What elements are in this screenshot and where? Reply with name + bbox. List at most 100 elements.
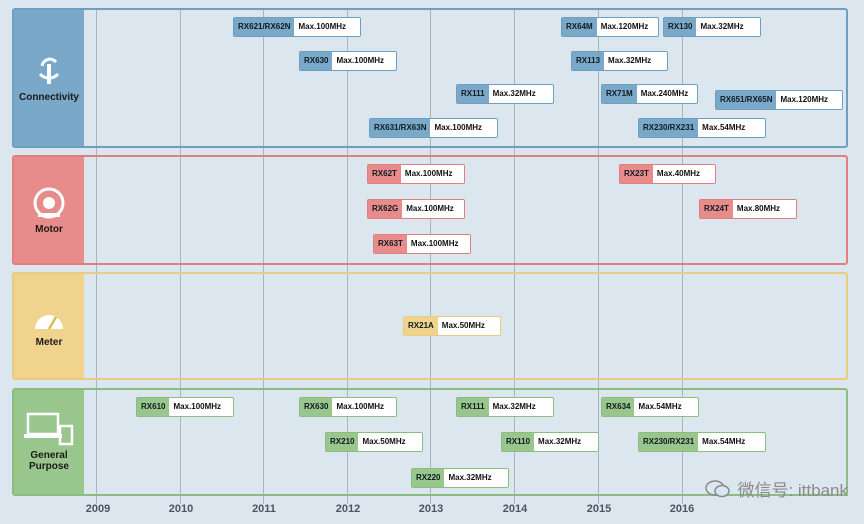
chip-name: RX113	[572, 52, 605, 70]
chip-name: RX24T	[700, 200, 733, 218]
chip-rx111: RX111 Max.32MHz	[456, 84, 554, 104]
chip-freq: Max.32MHz	[696, 18, 760, 36]
year-gridline	[96, 10, 97, 504]
year-label: 2011	[252, 503, 276, 515]
chip-name: RX111	[457, 85, 489, 103]
year-label: 2012	[335, 503, 361, 515]
chip-freq: Max.32MHz	[534, 433, 598, 451]
year-gridline	[682, 10, 683, 504]
chip-rx230-rx231: RX230/RX231 Max.54MHz	[638, 432, 766, 452]
chip-name: RX63T	[374, 235, 407, 253]
chip-rx651-rx65n: RX651/RX65N Max.120MHz	[715, 90, 843, 110]
antenna-icon	[38, 57, 60, 84]
chip-rx113: RX113 Max.32MHz	[571, 51, 668, 71]
chip-name: RX62T	[368, 165, 401, 183]
chip-rx210: RX210 Max.50MHz	[325, 432, 423, 452]
chip-freq: Max.50MHz	[437, 317, 500, 335]
chip-freq: Max.240MHz	[636, 85, 697, 103]
chip-freq: Max.80MHz	[732, 200, 796, 218]
year-gridline	[180, 10, 181, 504]
chip-rx64m: RX64M Max.120MHz	[561, 17, 659, 37]
chip-name: RX610	[137, 398, 170, 416]
chip-freq: Max.32MHz	[444, 469, 508, 487]
year-label: 2013	[418, 503, 444, 515]
chip-name: RX210	[326, 433, 359, 451]
chip-rx130: RX130 Max.32MHz	[663, 17, 761, 37]
chip-rx610: RX610 Max.100MHz	[136, 397, 234, 417]
chip-freq: Max.100MHz	[430, 119, 497, 137]
chip-freq: Max.54MHz	[698, 433, 765, 451]
chip-rx230-rx231: RX230/RX231 Max.54MHz	[638, 118, 766, 138]
chip-freq: Max.40MHz	[652, 165, 715, 183]
general-purpose-panel: General Purpose	[12, 388, 848, 496]
chip-name: RX71M	[602, 85, 637, 103]
chip-freq: Max.120MHz	[776, 91, 842, 109]
chip-rx630: RX630 Max.100MHz	[299, 397, 397, 417]
chip-rx110: RX110 Max.32MHz	[501, 432, 599, 452]
chip-freq: Max.100MHz	[400, 165, 464, 183]
chip-name: RX21A	[404, 317, 438, 335]
chip-name: RX130	[664, 18, 697, 36]
chip-freq: Max.100MHz	[406, 235, 470, 253]
chip-freq: Max.54MHz	[698, 119, 765, 137]
motor-icon	[33, 187, 65, 218]
chip-name: RX230/RX231	[639, 433, 699, 451]
chip-name: RX630	[300, 52, 333, 70]
year-label: 2009	[85, 503, 111, 515]
chip-name: RX64M	[562, 18, 597, 36]
chip-rx23t: RX23T Max.40MHz	[619, 164, 716, 184]
chip-rx62g: RX62G Max.100MHz	[367, 199, 465, 219]
chip-name: RX634	[602, 398, 635, 416]
chip-freq: Max.50MHz	[358, 433, 422, 451]
connectivity-side: Connectivity	[14, 10, 84, 146]
chip-freq: Max.100MHz	[169, 398, 233, 416]
year-label: 2010	[168, 503, 194, 515]
year-gridline	[598, 10, 599, 504]
chip-freq: Max.100MHz	[402, 200, 464, 218]
general-purpose-label: General Purpose	[28, 450, 69, 472]
chip-name: RX220	[412, 469, 445, 487]
year-label: 2015	[586, 503, 612, 515]
meter-label: Meter	[35, 336, 63, 348]
chip-freq: Max.100MHz	[294, 18, 360, 36]
connectivity-label: Connectivity	[18, 91, 79, 103]
wechat-icon	[705, 479, 731, 497]
motor-side: Motor	[14, 157, 84, 263]
chip-rx634: RX634 Max.54MHz	[601, 397, 699, 417]
year-gridline	[263, 10, 264, 504]
year-label: 2014	[502, 503, 528, 515]
chip-rx63t: RX63T Max.100MHz	[373, 234, 471, 254]
year-gridline	[430, 10, 431, 504]
year-label: 2016	[669, 503, 695, 515]
chip-name: RX230/RX231	[639, 119, 699, 137]
connectivity-panel: Connectivity	[12, 8, 848, 148]
chip-name: RX631/RX63N	[370, 119, 431, 137]
chip-name: RX62G	[368, 200, 403, 218]
chip-name: RX630	[300, 398, 333, 416]
meter-side: Meter	[14, 274, 84, 378]
chip-freq: Max.100MHz	[332, 52, 396, 70]
chip-freq: Max.32MHz	[488, 398, 553, 416]
general-purpose-side: General Purpose	[14, 390, 84, 494]
gauge-icon	[35, 314, 63, 330]
chip-freq: Max.54MHz	[634, 398, 698, 416]
chip-name: RX621/RX62N	[234, 18, 295, 36]
chip-rx24t: RX24T Max.80MHz	[699, 199, 797, 219]
chip-rx111: RX111 Max.32MHz	[456, 397, 554, 417]
motor-panel: Motor	[12, 155, 848, 265]
chip-freq: Max.32MHz	[488, 85, 553, 103]
chip-name: RX23T	[620, 165, 653, 183]
year-gridline	[514, 10, 515, 504]
chip-rx71m: RX71M Max.240MHz	[601, 84, 698, 104]
chip-name: RX111	[457, 398, 489, 416]
chip-rx62t: RX62T Max.100MHz	[367, 164, 465, 184]
chip-freq: Max.32MHz	[604, 52, 667, 70]
chip-rx631-rx63n: RX631/RX63N Max.100MHz	[369, 118, 498, 138]
devices-icon	[24, 412, 74, 446]
chip-rx630: RX630 Max.100MHz	[299, 51, 397, 71]
chip-name: RX651/RX65N	[716, 91, 777, 109]
motor-label: Motor	[35, 223, 63, 235]
chip-rx21a: RX21A Max.50MHz	[403, 316, 501, 336]
chip-rx220: RX220 Max.32MHz	[411, 468, 509, 488]
watermark: 微信号: ittbank	[705, 476, 848, 501]
